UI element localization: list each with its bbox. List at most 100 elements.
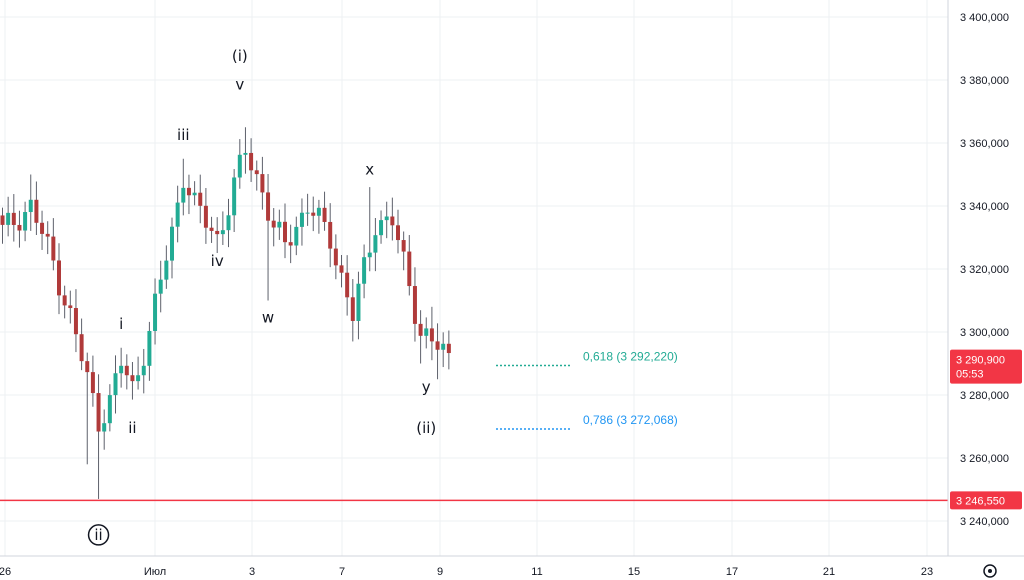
candle-body <box>277 221 282 228</box>
x-tick-label: 21 <box>823 566 835 578</box>
candle-body <box>147 330 152 366</box>
candle-body <box>96 393 101 432</box>
wave-label: y <box>422 378 431 396</box>
x-tick-label: 15 <box>628 566 640 578</box>
wave-label-circle <box>87 524 110 546</box>
candle-body <box>390 216 395 226</box>
settings-button[interactable] <box>983 564 997 578</box>
fib-label: 0,786 (3 272,068) <box>583 413 678 427</box>
y-tick-label: 3 240,000 <box>960 516 1009 528</box>
wave-label: iv <box>211 252 224 270</box>
candle-body <box>0 215 5 225</box>
candle-body <box>119 365 124 374</box>
candle-body <box>141 365 146 376</box>
y-tick-label: 3 260,000 <box>960 453 1009 465</box>
y-tick-label: 3 400,000 <box>960 12 1009 24</box>
candle-body <box>158 279 163 294</box>
support-badge <box>950 491 1022 510</box>
candle-body <box>373 235 378 253</box>
candle-body <box>283 221 287 243</box>
candle-body <box>322 207 327 222</box>
wave-label: (ii) <box>416 419 436 437</box>
candle-body <box>333 248 338 266</box>
candle-body <box>396 225 400 241</box>
candle-body <box>198 192 203 206</box>
candle-body <box>34 199 39 223</box>
candle-body <box>356 283 361 321</box>
candle-body <box>254 170 259 175</box>
candle-body <box>186 187 191 196</box>
candle-body <box>73 308 78 335</box>
candle-body <box>294 226 299 246</box>
candle-body <box>51 236 56 261</box>
candle-body <box>418 323 423 336</box>
candle-body <box>6 212 11 225</box>
wave-label: v <box>235 75 244 93</box>
candle-body <box>384 216 389 221</box>
candle-body <box>288 242 293 246</box>
candle-body <box>136 375 141 382</box>
settings-icon[interactable] <box>983 564 997 578</box>
candle-body <box>435 341 440 350</box>
grid <box>0 0 948 556</box>
candle-body <box>57 260 61 296</box>
candle-body <box>226 215 231 231</box>
candle-body <box>85 361 90 373</box>
wave-label: x <box>365 161 374 179</box>
candle-body <box>339 265 344 273</box>
candle-body <box>164 260 169 280</box>
candle-body <box>311 212 316 216</box>
candle-body <box>62 295 67 306</box>
x-tick-label: 7 <box>339 566 345 578</box>
candle-body <box>192 192 197 196</box>
wave-label: ii <box>128 419 136 437</box>
candle-body <box>328 221 333 249</box>
y-tick-label: 3 280,000 <box>960 390 1009 402</box>
x-tick-label: 17 <box>726 566 738 578</box>
wave-label: iii <box>177 126 190 144</box>
countdown-label: 05:53 <box>956 369 984 381</box>
candle-body <box>379 220 384 236</box>
candle-body <box>441 343 446 350</box>
time-axis[interactable]: 26 Июл 3 7 9 11 15 17 21 23 <box>0 555 1024 578</box>
candle-body <box>350 297 355 321</box>
candle-body <box>260 174 265 193</box>
candle-body <box>232 177 237 216</box>
y-tick-label: 3 340,000 <box>960 201 1009 213</box>
candle-body <box>299 212 304 227</box>
wave-label: i <box>119 315 123 333</box>
candle-body <box>407 251 412 287</box>
y-tick-label: 3 300,000 <box>960 327 1009 339</box>
candle-body <box>23 212 28 231</box>
candle-body <box>345 272 350 298</box>
candle-body <box>305 212 310 214</box>
candle-body <box>429 328 434 342</box>
candle-body <box>316 207 321 216</box>
candle-body <box>124 365 129 376</box>
candle-body <box>40 222 45 234</box>
settings-icon-center <box>988 569 992 573</box>
candle-body <box>45 233 50 237</box>
current-price-badge <box>950 349 1022 384</box>
candle-body <box>203 205 208 228</box>
x-tick-label: 11 <box>531 566 542 578</box>
x-tick-label: 3 <box>249 566 255 578</box>
price-levels: 3 246,550 3 290,900 05:53 0,618 (3 292,220)… <box>0 350 1022 510</box>
wave-label: ii <box>94 526 102 544</box>
candle-body <box>28 199 33 213</box>
y-tick-label: 3 360,000 <box>960 138 1009 150</box>
x-tick-label: 9 <box>437 566 443 578</box>
candle-body <box>362 257 367 284</box>
x-tick-label: Июл <box>144 566 166 578</box>
x-tick-label: 26 <box>0 566 11 578</box>
candle-body <box>215 230 220 235</box>
candle-body <box>237 154 242 178</box>
candle-body <box>107 395 112 424</box>
candle-body <box>424 328 429 336</box>
candle-body <box>175 202 180 227</box>
candle-body <box>271 220 276 228</box>
wave-label: (i) <box>232 47 248 65</box>
price-axis[interactable]: 3 240,000 3 260,000 3 280,000 3 300,000 3 32… <box>947 0 1009 556</box>
candle-body <box>401 240 406 252</box>
